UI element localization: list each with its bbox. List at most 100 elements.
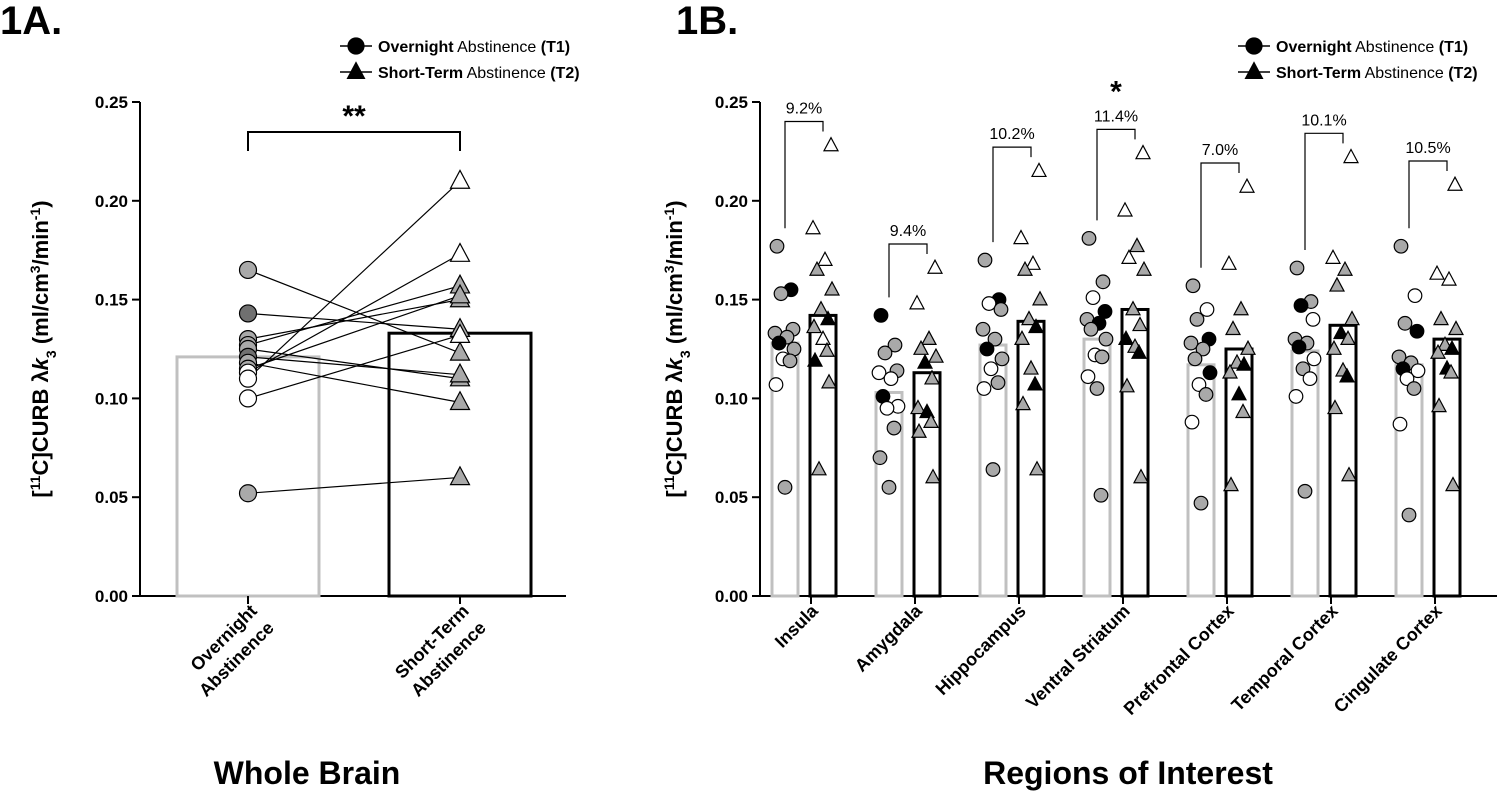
data-point-t2 [910, 422, 928, 438]
data-point-t1 [238, 369, 258, 388]
panel-label-1b: 1B. [676, 0, 738, 43]
percent-change-label: 10.1% [1301, 112, 1346, 129]
legend-entry-t1: Overnight Abstinence (T1) [378, 39, 570, 56]
data-point-t1 [1409, 323, 1425, 339]
data-point-t1 [983, 361, 999, 377]
data-point-t2 [1239, 339, 1257, 355]
data-point-t2 [1120, 249, 1138, 264]
y-axis-label-part: ) [662, 200, 687, 207]
y-axis-label-part: C]CURB λ [662, 370, 687, 475]
bracket [1304, 132, 1344, 250]
legend-entry-t2: Short-Term Abstinence (T2) [378, 65, 580, 82]
bar-t2 [1328, 323, 1358, 598]
data-point-t1 [887, 337, 903, 353]
data-point-t1 [769, 238, 785, 254]
y-tick-label: 0.05 [715, 488, 748, 507]
pair-line [247, 348, 461, 380]
data-point-t2 [1429, 343, 1447, 359]
data-point-t2 [926, 258, 944, 274]
data-point-t1 [1195, 341, 1211, 357]
data-point-t2 [1024, 254, 1042, 270]
data-point-t2 [1443, 339, 1461, 355]
legend-triangle-icon [346, 61, 366, 80]
data-point-t1 [975, 321, 991, 337]
y-tick-label: 0.00 [95, 587, 128, 606]
data-point-t2 [908, 294, 926, 310]
bracket [992, 146, 1032, 243]
bar-t2 [912, 371, 942, 598]
legend-text-part: Abstinence [454, 39, 541, 56]
data-point-t1 [1187, 351, 1203, 367]
data-point-t1 [773, 286, 789, 302]
data-point-t1 [1410, 363, 1426, 379]
data-point-t2 [1131, 316, 1149, 332]
data-point-t1 [883, 371, 899, 387]
data-point-t1 [1185, 278, 1201, 294]
y-axis-label-part: [ [28, 490, 53, 498]
data-point-t1 [1288, 389, 1304, 404]
data-point-t2 [1028, 460, 1046, 476]
data-point-t1 [871, 365, 887, 381]
data-point-t2 [1012, 229, 1030, 245]
data-point-t2 [1343, 310, 1361, 326]
data-point-t1 [238, 484, 258, 503]
data-point-t1 [1297, 483, 1313, 499]
data-point-t2 [1135, 260, 1153, 276]
data-point-t1 [1295, 361, 1311, 377]
y-axis-label-part: ) [28, 200, 53, 207]
data-point-t1 [985, 462, 1001, 477]
y-axis-label-part: -1 [661, 208, 677, 221]
data-point-t2 [1234, 403, 1252, 419]
data-point-t2 [449, 283, 471, 304]
data-point-t2 [1222, 476, 1240, 492]
data-point-t2 [1432, 310, 1450, 326]
data-point-t1 [1193, 495, 1209, 511]
data-point-t1 [1291, 339, 1307, 355]
significance-bracket [247, 131, 461, 151]
bar-t1 [1082, 337, 1112, 598]
y-axis-label-1a: [11C]CURB λk3 (ml/cm3/min-1) [27, 200, 59, 497]
data-point-t1 [1191, 377, 1207, 392]
data-point-t2 [1031, 290, 1049, 306]
legend-triangle-icon [1244, 61, 1264, 80]
data-point-t2 [1134, 144, 1152, 160]
x-axis-title-1a: Whole Brain [214, 755, 401, 791]
pair-line [247, 180, 461, 380]
data-point-t1 [976, 381, 992, 396]
data-point-t1 [877, 345, 893, 361]
data-point-t1 [979, 341, 995, 357]
data-point-t1 [782, 353, 798, 369]
data-point-t1 [771, 335, 787, 351]
y-axis-label-part: 3 [661, 265, 677, 273]
data-point-t1 [777, 479, 793, 495]
data-point-t1 [238, 304, 258, 323]
pair-line [247, 253, 461, 374]
data-point-t2 [1444, 476, 1462, 492]
data-point-t1 [886, 420, 902, 436]
bar-t1 [1186, 363, 1216, 598]
data-point-t1 [977, 252, 993, 268]
bracket [1408, 160, 1448, 229]
data-point-t1 [1183, 335, 1199, 351]
y-tick-label: 0.25 [715, 93, 748, 112]
x-category-label: Ventral Striatum [1022, 601, 1134, 713]
data-point-t2 [1326, 399, 1344, 415]
bracket [1096, 128, 1136, 221]
pair-line [247, 295, 461, 370]
data-point-t2 [449, 169, 471, 189]
legend-text-part: Overnight [378, 39, 454, 56]
data-point-t2 [804, 219, 822, 235]
legend-text-part: Overnight [1276, 39, 1352, 56]
data-point-t1 [1189, 311, 1205, 327]
data-point-t2 [449, 341, 471, 361]
pair-line [247, 312, 461, 330]
data-point-t2 [924, 468, 942, 484]
data-point-t2 [806, 351, 824, 367]
data-point-t2 [1446, 175, 1464, 191]
data-point-t2 [1232, 300, 1250, 316]
y-tick-label: 0.20 [95, 192, 128, 211]
data-point-t2 [1221, 363, 1239, 379]
data-point-t2 [1130, 343, 1148, 359]
data-point-t2 [1230, 385, 1248, 401]
